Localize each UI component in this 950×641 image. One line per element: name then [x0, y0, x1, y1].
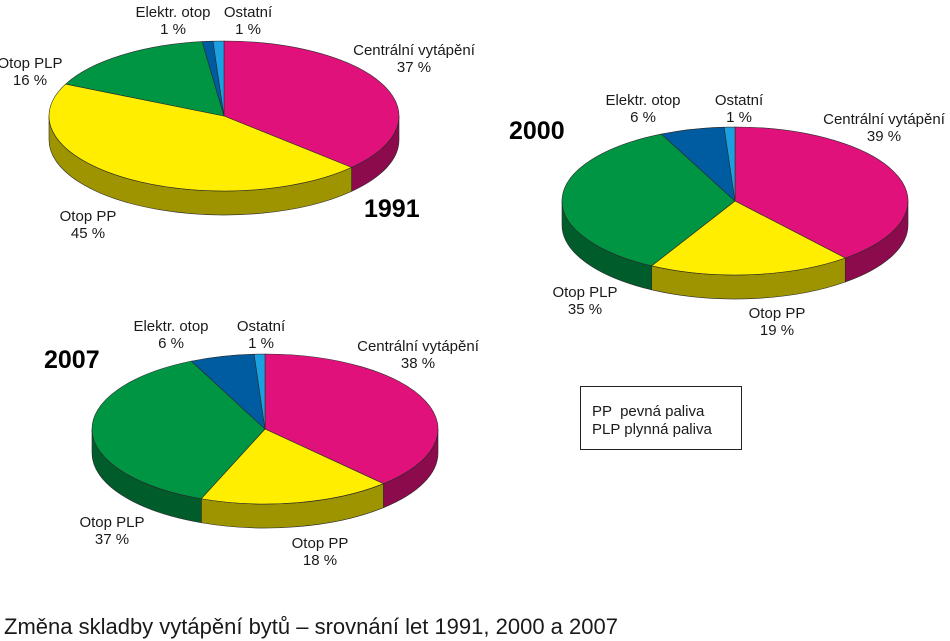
- slice-label-centralni-vytapeni: Centrální vytápění: [353, 42, 476, 59]
- legend-line-pp: PP pevná paliva: [592, 403, 705, 420]
- pie-slice-centralni-vytapeni: [223, 40, 400, 168]
- slice-label-otop-pp: Otop PP: [749, 305, 806, 322]
- pie-slice-ostatni: [723, 126, 736, 202]
- pie-top-1991: [48, 40, 400, 192]
- slice-label-elektr-otop: Elektr. otop: [133, 318, 208, 335]
- slice-value-centralni-vytapeni: 37 %: [397, 59, 431, 76]
- slice-value-elektr-otop: 1 %: [160, 21, 186, 38]
- slice-label-centralni-vytapeni: Centrální vytápění: [357, 338, 480, 355]
- slice-label-centralni-vytapeni: Centrální vytápění: [823, 111, 946, 128]
- slice-value-centralni-vytapeni: 38 %: [401, 355, 435, 372]
- pie-slice-otop-pp: [650, 200, 847, 276]
- slice-label-elektr-otop: Elektr. otop: [135, 4, 210, 21]
- pie-slice-otop-plp: [91, 360, 266, 500]
- pie-slice-ostatni: [253, 353, 266, 430]
- slice-label-otop-plp: Otop PLP: [552, 284, 617, 301]
- pie-slice-centralni-vytapeni: [734, 126, 909, 259]
- pie-top-2007: [91, 353, 439, 505]
- pie-slice-centralni-vytapeni: [264, 353, 439, 485]
- pie-slice-otop-pp: [48, 83, 353, 192]
- slice-value-otop-pp: 19 %: [760, 322, 794, 339]
- slice-value-elektr-otop: 6 %: [158, 335, 184, 352]
- abbreviation-legend: PP pevná paliva PLP plynná paliva: [580, 386, 742, 450]
- year-label-2000: 2000: [509, 117, 565, 145]
- slice-label-elektr-otop: Elektr. otop: [605, 92, 680, 109]
- year-label-1991: 1991: [364, 195, 420, 223]
- slice-label-otop-pp: Otop PP: [292, 535, 349, 552]
- pie-slice-otop-plp: [561, 133, 736, 267]
- slice-label-otop-plp: Otop PLP: [0, 55, 63, 72]
- slice-value-otop-pp: 18 %: [303, 552, 337, 569]
- slice-value-otop-plp: 35 %: [568, 301, 602, 318]
- slice-label-otop-plp: Otop PLP: [79, 514, 144, 531]
- slice-value-ostatni: 1 %: [726, 109, 752, 126]
- slice-value-ostatni: 1 %: [235, 21, 261, 38]
- slice-label-ostatni: Ostatní: [224, 4, 273, 21]
- slice-value-elektr-otop: 6 %: [630, 109, 656, 126]
- pie-slice-otop-pp: [200, 428, 385, 505]
- slice-value-otop-plp: 16 %: [13, 72, 47, 89]
- slice-label-ostatni: Ostatní: [715, 92, 764, 109]
- figure-caption: Změna skladby vytápění bytů – srovnání l…: [4, 614, 618, 639]
- slice-value-centralni-vytapeni: 39 %: [867, 128, 901, 145]
- pie-slice-ostatni: [212, 40, 225, 117]
- pie-slice-otop-plp: [65, 41, 225, 117]
- slice-label-ostatni: Ostatní: [237, 318, 286, 335]
- pie-top-2000: [561, 126, 909, 276]
- slice-value-otop-pp: 45 %: [71, 225, 105, 242]
- slice-value-ostatni: 1 %: [248, 335, 274, 352]
- slice-value-otop-plp: 37 %: [95, 531, 129, 548]
- slice-label-otop-pp: Otop PP: [60, 208, 117, 225]
- year-label-2007: 2007: [44, 346, 100, 374]
- legend-line-plp: PLP plynná paliva: [592, 421, 712, 438]
